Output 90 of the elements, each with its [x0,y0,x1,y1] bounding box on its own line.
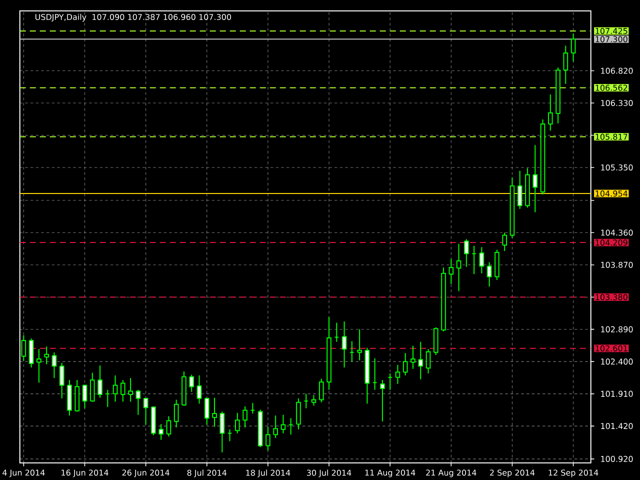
candlestick [304,393,309,409]
ref-line-label: 106.562 [596,84,628,91]
candlestick [502,232,507,252]
candlestick [227,428,232,442]
candlestick [196,374,202,404]
candlestick [570,32,576,62]
y-tick-label: 101.420 [601,423,633,430]
candlestick [44,346,49,365]
x-tick-label: 2 Sep 2014 [490,470,535,478]
candlestick [105,389,110,408]
ref-line-label: 103.380 [596,294,628,300]
x-tick-label: 21 Aug 2014 [426,470,476,478]
y-tick-label: 105.350 [601,164,633,170]
x-tick-label: 4 Jun 2014 [2,470,45,478]
candlestick [266,426,270,451]
x-tick-label: 11 Aug 2014 [365,470,416,478]
y-tick-label: 104.360 [601,230,633,236]
candlestick [296,398,301,430]
x-tick-label: 26 Jun 2014 [122,470,170,478]
y-tick-label: 103.870 [601,262,633,268]
candlestick [204,398,210,426]
candlestick [174,399,179,428]
candlestick [472,245,476,275]
candlestick [388,372,392,390]
ref-line-label: 104.954 [596,190,628,197]
candlestick [548,94,553,132]
x-tick-label: 16 Jun 2014 [62,470,108,478]
candlestick [273,415,278,438]
candlestick [136,389,141,416]
candlestick [433,326,438,356]
y-tick-label: 106.820 [601,68,633,74]
x-tick-label: 18 Jul 2014 [246,470,290,478]
ref-line-label: 107.425 [596,28,628,34]
y-tick-label: 101.910 [601,390,633,397]
candlestick [112,374,118,402]
candlestick [426,348,431,374]
candlestick [334,322,340,342]
candlestick [280,414,286,434]
candlestick [372,358,378,390]
candlestick [517,170,522,210]
ref-line-label: 104.209 [596,240,628,246]
candlestick [143,398,148,426]
candlestick [242,406,248,428]
candlestick [128,378,133,402]
candlestick [36,348,42,384]
candlestick [220,411,225,453]
candlestick [395,364,400,384]
ref-line-label: 107.300 [596,36,628,42]
candlestick [479,246,484,274]
candlestick [52,352,57,379]
x-tick-label: 8 Jul 2014 [187,470,227,478]
ref-line-label: 102.601 [596,345,628,352]
x-tick-label: 30 Jul 2014 [306,470,352,478]
candlestick [448,258,454,284]
candlestick [350,340,354,362]
chart-subtitle: 107.090 107.387 106.960 107.300 [92,14,232,20]
candlestick [464,238,469,268]
candlestick [90,372,95,402]
ref-line-label: 105.817 [596,134,628,140]
y-tick-label: 102.400 [601,358,633,365]
candlestick [288,418,294,436]
candlestick [456,243,462,292]
candlestick [402,352,408,376]
candlestick [486,262,492,288]
candlestick [21,334,26,362]
x-tick-label: 12 Sep 2014 [548,470,598,478]
candlestick [120,379,126,402]
candlestick [250,402,256,414]
candlestick [235,412,240,434]
candlestick [342,320,347,368]
candlestick [98,365,102,398]
chart-title: USDJPY,Daily [35,14,86,22]
candlestick [311,394,316,406]
candlestick [158,424,164,440]
y-tick-label: 102.890 [601,326,633,332]
candlestick [418,341,424,380]
y-tick-label: 106.330 [601,100,633,106]
candlestick [28,338,34,368]
candlestick [212,397,217,428]
candlestick [82,384,88,409]
candlestick [59,362,64,399]
y-tick-label: 100.920 [601,456,633,462]
candlestick [318,378,324,403]
candlestick [189,374,194,392]
candlestick [563,45,568,84]
candlestick [166,416,172,438]
candlestick [410,345,416,370]
candlestick [380,379,385,422]
candlestick [357,328,362,361]
candlestick [532,144,538,213]
